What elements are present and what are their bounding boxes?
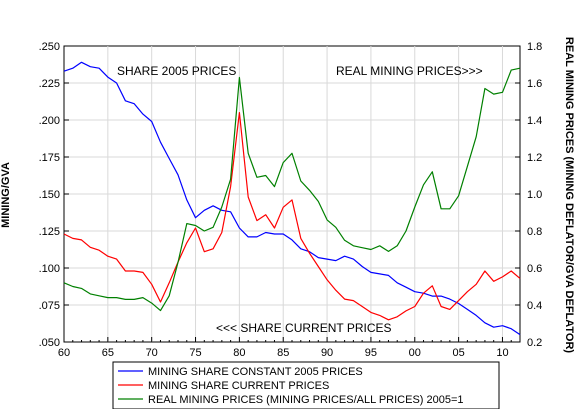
y-right-tick-label: 0.4 [527,300,542,312]
y-left-tick-label: .125 [39,226,60,238]
x-tick-label: 00 [409,347,421,359]
x-tick-label: 90 [321,347,333,359]
y-right-tick-label: 1.0 [527,189,542,201]
x-tick-label: 05 [452,347,464,359]
legend-box [112,361,500,409]
series-lines [63,61,521,336]
y-left-tick-label: .250 [39,41,60,53]
annotation-share-2005: SHARE 2005 PRICES [117,64,236,78]
y-right-tick-label: 1.6 [527,78,542,90]
x-tick-label: 65 [102,347,114,359]
x-tick-label: 60 [58,347,70,359]
x-tick-label: 10 [496,347,508,359]
y-left-tick-label: .050 [39,337,60,349]
annotation-real-mining-prices: REAL MINING PRICES>>> [336,64,483,78]
right-axis-title: REAL MINING PRICES (MINING DEFLATOR/GVA … [563,37,575,353]
y-left-tick-label: .175 [39,152,60,164]
x-tick-label: 95 [365,347,377,359]
y-left-tick-label: .225 [39,78,60,90]
legend: MINING SHARE CONSTANT 2005 PRICES MINING… [112,361,500,409]
x-tick-label: 80 [233,347,245,359]
x-tick-label: 75 [189,347,201,359]
y-right-tick-label: 0.6 [527,263,542,275]
legend-label-constant: MINING SHARE CONSTANT 2005 PRICES [148,366,363,378]
x-tick-label: 70 [146,347,158,359]
axes: 60 65 70 75 80 85 90 95 00 05 10 .050 .075 .100 .125 .1… [39,41,543,359]
series-line-1 [63,61,521,336]
y-left-tick-label: .200 [39,115,60,127]
y-left-tick-label: .100 [39,263,60,275]
series-line-2 [63,111,521,321]
y-right-tick-label: 0.2 [527,337,542,349]
series-line-3 [63,67,521,312]
y-right-tick-label: 1.8 [527,41,542,53]
legend-label-current: MINING SHARE CURRENT PRICES [148,380,329,392]
y-right-tick-label: 0.8 [527,226,542,238]
y-right-tick-label: 1.2 [527,152,542,164]
left-axis-title: MINING/GVA [0,162,12,228]
y-left-tick-label: .075 [39,300,60,312]
gridlines [64,46,520,342]
y-right-tick-label: 1.4 [527,115,542,127]
legend-label-real-prices: REAL MINING PRICES (MINING PRICES/ALL PR… [148,394,464,406]
y-left-tick-label: .150 [39,189,60,201]
annotation-share-current: <<< SHARE CURRENT PRICES [216,321,392,335]
x-tick-label: 85 [277,347,289,359]
